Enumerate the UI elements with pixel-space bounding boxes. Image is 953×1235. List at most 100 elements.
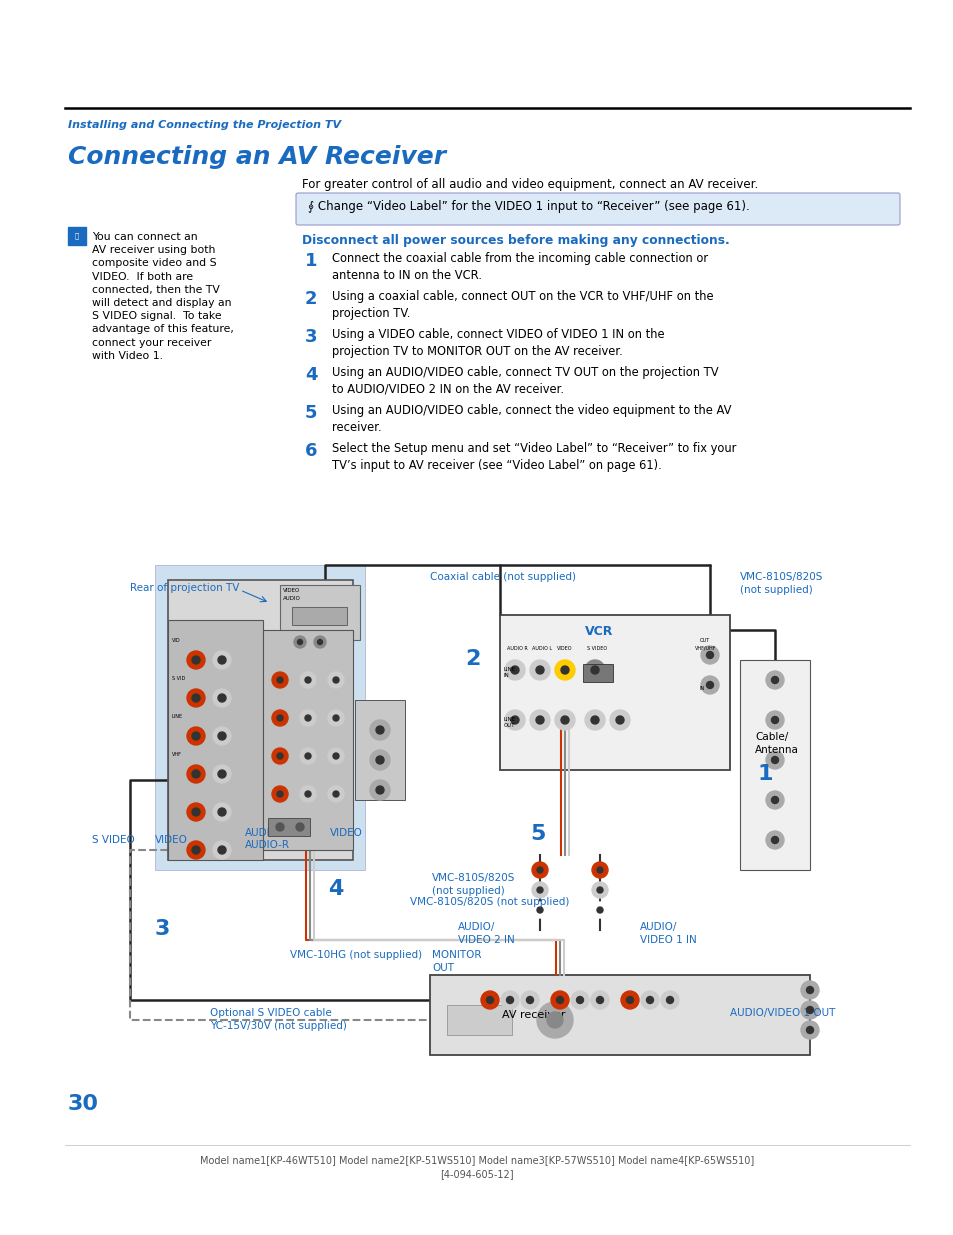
- Text: 6: 6: [305, 442, 317, 459]
- Circle shape: [526, 997, 533, 1004]
- Text: LINE
IN: LINE IN: [503, 667, 516, 678]
- Circle shape: [218, 732, 226, 740]
- Circle shape: [187, 689, 205, 706]
- Text: VHF: VHF: [172, 752, 182, 757]
- Circle shape: [537, 1002, 573, 1037]
- Circle shape: [805, 1007, 813, 1014]
- Circle shape: [700, 646, 719, 664]
- Text: VMC-810S/820S
(not supplied): VMC-810S/820S (not supplied): [432, 873, 515, 897]
- Circle shape: [590, 716, 598, 724]
- Circle shape: [299, 785, 315, 802]
- Text: OUT: OUT: [700, 638, 709, 643]
- Circle shape: [520, 990, 538, 1009]
- Circle shape: [218, 694, 226, 701]
- Circle shape: [616, 716, 623, 724]
- Text: AUDIO L: AUDIO L: [532, 646, 552, 651]
- Circle shape: [294, 636, 306, 648]
- Circle shape: [276, 677, 283, 683]
- Circle shape: [532, 882, 547, 898]
- Circle shape: [646, 997, 653, 1004]
- Circle shape: [504, 710, 524, 730]
- Circle shape: [187, 764, 205, 783]
- Circle shape: [187, 651, 205, 669]
- Circle shape: [536, 666, 543, 674]
- Circle shape: [506, 997, 513, 1004]
- Circle shape: [276, 790, 283, 797]
- Text: VID: VID: [172, 638, 180, 643]
- Text: 3: 3: [305, 329, 317, 346]
- Circle shape: [571, 990, 588, 1009]
- Text: ⨕ Change “Video Label” for the VIDEO 1 input to “Receiver” (see page 61).: ⨕ Change “Video Label” for the VIDEO 1 i…: [308, 200, 749, 212]
- Circle shape: [299, 672, 315, 688]
- Circle shape: [771, 836, 778, 844]
- Text: S VID: S VID: [172, 676, 185, 680]
- Text: AV receiver: AV receiver: [501, 1010, 565, 1020]
- Circle shape: [375, 726, 384, 734]
- Bar: [268, 818, 310, 836]
- Circle shape: [532, 862, 547, 878]
- Text: 2: 2: [464, 650, 480, 669]
- Circle shape: [596, 997, 603, 1004]
- Text: Using an AUDIO/VIDEO cable, connect the video equipment to the AV
receiver.: Using an AUDIO/VIDEO cable, connect the …: [332, 404, 731, 433]
- Circle shape: [592, 882, 607, 898]
- Circle shape: [299, 748, 315, 764]
- Text: 5: 5: [530, 824, 545, 844]
- Circle shape: [504, 659, 524, 680]
- Circle shape: [597, 867, 602, 873]
- Text: AUDIO/
VIDEO 1 IN: AUDIO/ VIDEO 1 IN: [639, 923, 696, 945]
- Circle shape: [375, 756, 384, 764]
- Circle shape: [592, 862, 607, 878]
- Circle shape: [700, 676, 719, 694]
- Text: Optional S VIDEO cable
YC-15V/30V (not supplied): Optional S VIDEO cable YC-15V/30V (not s…: [210, 1008, 347, 1031]
- Circle shape: [555, 710, 575, 730]
- Circle shape: [275, 823, 284, 831]
- Circle shape: [333, 753, 338, 760]
- Text: You can connect an
AV receiver using both
composite video and S
VIDEO.  If both : You can connect an AV receiver using bot…: [91, 232, 233, 361]
- Text: 2: 2: [305, 290, 317, 308]
- Text: For greater control of all audio and video equipment, connect an AV receiver.: For greater control of all audio and vid…: [302, 178, 758, 191]
- Text: MONITOR
OUT: MONITOR OUT: [432, 950, 481, 973]
- Circle shape: [218, 846, 226, 853]
- Circle shape: [213, 727, 231, 745]
- Bar: [447, 1005, 512, 1035]
- Circle shape: [706, 682, 713, 688]
- Circle shape: [530, 659, 550, 680]
- Text: Connect the coaxial cable from the incoming cable connection or
antenna to IN on: Connect the coaxial cable from the incom…: [332, 252, 707, 282]
- Circle shape: [192, 732, 200, 740]
- Circle shape: [537, 887, 542, 893]
- Circle shape: [317, 640, 322, 645]
- Circle shape: [314, 636, 326, 648]
- Text: Using a VIDEO cable, connect VIDEO of VIDEO 1 IN on the
projection TV to MONITOR: Using a VIDEO cable, connect VIDEO of VI…: [332, 329, 664, 358]
- Circle shape: [272, 672, 288, 688]
- Text: VHF/UHF: VHF/UHF: [695, 646, 716, 651]
- Circle shape: [299, 710, 315, 726]
- Circle shape: [597, 906, 602, 913]
- Circle shape: [801, 981, 818, 999]
- Circle shape: [805, 1026, 813, 1034]
- Circle shape: [532, 902, 547, 918]
- Circle shape: [305, 753, 311, 760]
- Text: Coaxial cable (not supplied): Coaxial cable (not supplied): [430, 572, 576, 582]
- Bar: [499, 615, 729, 769]
- Text: 3: 3: [154, 919, 171, 939]
- Circle shape: [276, 753, 283, 760]
- Circle shape: [192, 808, 200, 816]
- Text: AUDIO R: AUDIO R: [506, 646, 527, 651]
- Circle shape: [187, 841, 205, 860]
- Circle shape: [765, 751, 783, 769]
- Circle shape: [666, 997, 673, 1004]
- Circle shape: [272, 785, 288, 802]
- Circle shape: [276, 715, 283, 721]
- Circle shape: [576, 997, 583, 1004]
- Circle shape: [765, 711, 783, 729]
- Circle shape: [546, 1011, 562, 1028]
- Circle shape: [592, 902, 607, 918]
- Circle shape: [272, 748, 288, 764]
- Bar: [740, 659, 809, 869]
- Circle shape: [328, 748, 344, 764]
- Circle shape: [537, 906, 542, 913]
- Text: Disconnect all power sources before making any connections.: Disconnect all power sources before maki…: [302, 233, 729, 247]
- Bar: [280, 585, 359, 640]
- Text: AUDIO/
VIDEO 2 IN: AUDIO/ VIDEO 2 IN: [457, 923, 515, 945]
- Bar: [154, 564, 365, 869]
